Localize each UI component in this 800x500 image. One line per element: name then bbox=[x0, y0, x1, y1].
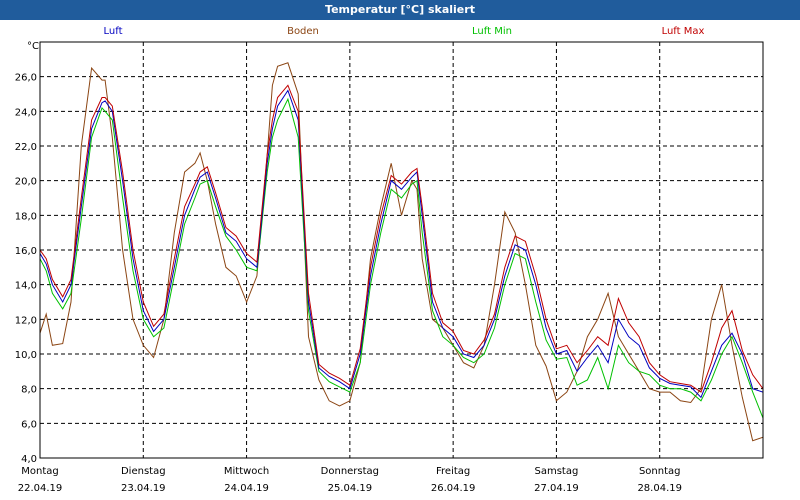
x-tick-day-name: Montag bbox=[21, 466, 58, 477]
x-tick-date: 28.04.19 bbox=[637, 483, 682, 494]
x-tick-date: 26.04.19 bbox=[431, 483, 476, 494]
y-tick-label: 24,0 bbox=[15, 107, 37, 118]
y-tick-label: 22,0 bbox=[15, 142, 37, 153]
y-tick-label: 16,0 bbox=[15, 246, 37, 257]
x-tick-day-name: Donnerstag bbox=[321, 466, 379, 477]
y-tick-label: 20,0 bbox=[15, 177, 37, 188]
x-tick-day-name: Freitag bbox=[436, 466, 470, 477]
x-axis-ticks: Montag 22.04.19 Dienstag 23.04.19 Mittwoch 24… bbox=[18, 466, 682, 494]
x-tick-day-name: Sonntag bbox=[639, 466, 681, 477]
y-axis-unit-label: °C bbox=[27, 41, 39, 52]
y-tick-label: 8,0 bbox=[21, 385, 37, 396]
y-tick-label: 14,0 bbox=[15, 281, 37, 292]
series-line-luft bbox=[39, 89, 764, 399]
legend-luft-max: Luft Max bbox=[662, 26, 705, 37]
legend: Luft Boden Luft Min Luft Max bbox=[104, 26, 705, 37]
series-line-luft-min bbox=[39, 97, 764, 419]
legend-boden: Boden bbox=[287, 26, 319, 37]
y-tick-label: 4,0 bbox=[21, 454, 37, 465]
x-tick-day-name: Mittwoch bbox=[224, 466, 269, 477]
plot-frame bbox=[39, 41, 764, 459]
temperature-chart: Luft Boden Luft Min Luft Max °C 4,0 6,0 8,0 10… bbox=[15, 26, 764, 494]
grid bbox=[40, 42, 763, 459]
x-tick-date: 23.04.19 bbox=[121, 483, 166, 494]
y-tick-label: 26,0 bbox=[15, 73, 37, 84]
legend-luft-min: Luft Min bbox=[472, 26, 512, 37]
x-tick-date: 25.04.19 bbox=[328, 483, 373, 494]
x-tick-day-name: Dienstag bbox=[121, 466, 166, 477]
x-tick-date: 22.04.19 bbox=[18, 483, 63, 494]
x-tick-date: 24.04.19 bbox=[224, 483, 269, 494]
y-tick-label: 10,0 bbox=[15, 350, 37, 361]
series-line-boden bbox=[39, 62, 764, 442]
window-title: Temperatur [°C] skaliert bbox=[0, 0, 800, 20]
legend-luft: Luft bbox=[104, 26, 123, 37]
y-axis-ticks: 4,0 6,0 8,0 10,0 12,0 14,0 16,0 18,0 20,0 22,0 24,… bbox=[15, 73, 37, 465]
y-axis-label-group: °C bbox=[27, 41, 39, 52]
x-tick-day-name: Samstag bbox=[535, 466, 579, 477]
x-tick-date: 27.04.19 bbox=[534, 483, 579, 494]
y-tick-label: 6,0 bbox=[21, 419, 37, 430]
series-lines bbox=[39, 62, 764, 442]
series-line-luft-max bbox=[39, 84, 764, 393]
y-tick-label: 18,0 bbox=[15, 211, 37, 222]
y-tick-label: 12,0 bbox=[15, 315, 37, 326]
